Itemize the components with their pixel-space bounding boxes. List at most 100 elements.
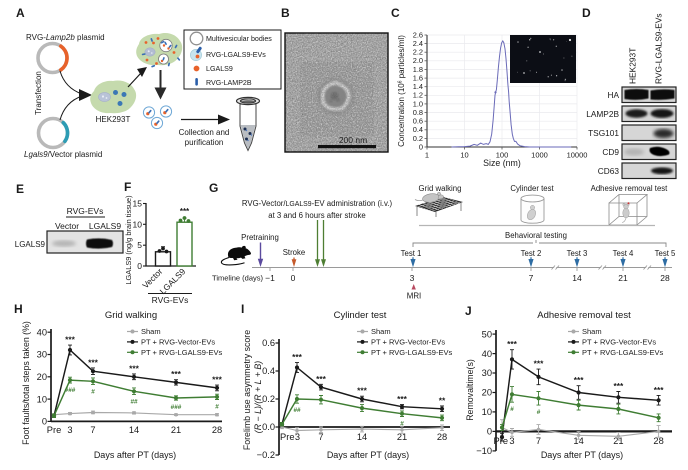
svg-text:Removaltime(s): Removaltime(s)	[465, 359, 475, 421]
svg-text:21: 21	[171, 425, 181, 435]
svg-text:Adhesive removal test: Adhesive removal test	[591, 184, 669, 193]
svg-text:LGALS9: LGALS9	[15, 240, 46, 249]
svg-text:0: 0	[42, 417, 47, 427]
svg-text:RVG-Vector/LGALS9-EV administr: RVG-Vector/LGALS9-EV administration (i.v…	[242, 199, 393, 208]
svg-text:21: 21	[613, 436, 623, 446]
svg-text:##: ##	[293, 407, 301, 414]
svg-text:#: #	[91, 389, 95, 396]
svg-text:PT + RVG-LGALS9-EVs: PT + RVG-LGALS9-EVs	[371, 348, 452, 357]
svg-text:15: 15	[133, 199, 143, 209]
svg-text:Adhesive removal test: Adhesive removal test	[537, 310, 631, 321]
svg-text:PT + RVG-Vector-EVs: PT + RVG-Vector-EVs	[371, 338, 445, 347]
svg-text:2.4: 2.4	[413, 39, 423, 48]
svg-text:10: 10	[37, 394, 47, 404]
svg-text:40: 40	[482, 349, 492, 359]
svg-text:**: **	[439, 396, 446, 406]
svg-text:Timeline (days): Timeline (days)	[212, 274, 263, 283]
svg-text:Test 5: Test 5	[655, 249, 676, 258]
svg-text:A: A	[16, 6, 25, 20]
svg-text:0: 0	[419, 142, 423, 151]
svg-text:purification: purification	[185, 138, 224, 147]
svg-text:100: 100	[496, 151, 509, 160]
svg-text:***: ***	[357, 386, 368, 396]
svg-text:RVG-LGALS9-EVs: RVG-LGALS9-EVs	[206, 51, 266, 59]
svg-text:1: 1	[425, 151, 429, 160]
svg-text:28: 28	[437, 432, 447, 442]
svg-text:2.6: 2.6	[413, 30, 423, 39]
svg-text:RVG-LGALS9-EVs: RVG-LGALS9-EVs	[654, 13, 664, 84]
svg-text:28: 28	[653, 436, 663, 446]
svg-text:PT + RVG-Vector-EVs: PT + RVG-Vector-EVs	[582, 338, 656, 347]
svg-text:Test 4: Test 4	[613, 249, 634, 258]
svg-text:##: ##	[130, 399, 138, 406]
svg-text:B: B	[281, 6, 290, 20]
svg-text:30: 30	[37, 350, 47, 360]
svg-text:CD63: CD63	[598, 166, 620, 176]
svg-text:20: 20	[37, 372, 47, 382]
svg-text:10: 10	[133, 219, 143, 229]
svg-text:Days after PT (days): Days after PT (days)	[327, 450, 409, 460]
svg-text:Behavioral testing: Behavioral testing	[505, 231, 567, 240]
svg-text:#: #	[400, 421, 404, 428]
svg-text:0.0: 0.0	[262, 422, 275, 432]
svg-text:Concentration (106 particles/m: Concentration (106 particles/ml)	[397, 35, 406, 147]
svg-text:0.6: 0.6	[413, 117, 423, 126]
svg-text:3: 3	[295, 432, 300, 442]
svg-text:Pre: Pre	[280, 432, 294, 442]
svg-text:RVG-EVs: RVG-EVs	[67, 206, 104, 216]
svg-text:0.4: 0.4	[262, 366, 275, 376]
svg-text:10: 10	[460, 151, 468, 160]
svg-text:3: 3	[410, 273, 415, 283]
svg-text:Days after PT (days): Days after PT (days)	[94, 450, 176, 460]
svg-text:1000: 1000	[531, 151, 548, 160]
svg-text:Lgals9/Vector plasmid: Lgals9/Vector plasmid	[24, 150, 102, 159]
svg-text:3: 3	[509, 436, 514, 446]
svg-text:(R − L)/(R + L + B): (R − L)/(R + L + B)	[253, 361, 263, 434]
svg-text:E: E	[16, 182, 24, 196]
svg-text:***: ***	[316, 374, 327, 384]
svg-text:HEK293T: HEK293T	[96, 115, 131, 124]
svg-text:J: J	[465, 304, 472, 318]
svg-text:1.8: 1.8	[413, 65, 423, 74]
svg-text:D: D	[582, 6, 591, 20]
svg-text:2.0: 2.0	[413, 56, 423, 65]
svg-text:F: F	[124, 180, 131, 194]
svg-text:1.0: 1.0	[413, 99, 423, 108]
svg-text:CD9: CD9	[602, 147, 619, 157]
svg-text:Transfection: Transfection	[34, 71, 43, 115]
svg-text:−1: −1	[265, 273, 275, 283]
svg-text:7: 7	[536, 436, 541, 446]
svg-text:***: ***	[507, 339, 518, 349]
svg-text:−0.2: −0.2	[257, 450, 275, 460]
svg-text:Grid walking: Grid walking	[105, 310, 157, 321]
svg-text:Stroke: Stroke	[283, 248, 306, 257]
svg-text:Vector: Vector	[55, 221, 79, 231]
svg-text:40: 40	[37, 327, 47, 337]
svg-text:14: 14	[573, 436, 583, 446]
svg-text:***: ***	[88, 357, 99, 367]
svg-text:0.2: 0.2	[413, 134, 423, 143]
svg-text:Foot faults/total steps taken: Foot faults/total steps taken (%)	[21, 321, 31, 445]
svg-text:28: 28	[660, 273, 670, 283]
svg-text:30: 30	[482, 368, 492, 378]
svg-text:Pre: Pre	[47, 425, 61, 435]
svg-text:RVG-LAMP2B: RVG-LAMP2B	[206, 79, 252, 87]
svg-text:***: ***	[171, 369, 182, 379]
svg-text:RVG-EVs: RVG-EVs	[152, 295, 189, 305]
svg-text:HA: HA	[607, 90, 619, 100]
svg-text:#: #	[510, 406, 514, 413]
svg-text:Test 1: Test 1	[401, 249, 422, 258]
svg-text:−10: −10	[476, 446, 492, 456]
svg-text:0: 0	[487, 427, 492, 437]
svg-text:Size (nm): Size (nm)	[483, 158, 521, 168]
svg-text:10: 10	[482, 407, 492, 417]
svg-text:I: I	[241, 302, 244, 316]
svg-text:TSG101: TSG101	[588, 128, 619, 138]
svg-text:###: ###	[65, 387, 76, 394]
svg-text:0.4: 0.4	[413, 125, 423, 134]
svg-text:7: 7	[529, 273, 534, 283]
svg-text:0.6: 0.6	[262, 338, 275, 348]
svg-text:***: ***	[614, 381, 625, 391]
svg-text:Collection and: Collection and	[179, 128, 230, 137]
svg-text:***: ***	[574, 375, 585, 385]
